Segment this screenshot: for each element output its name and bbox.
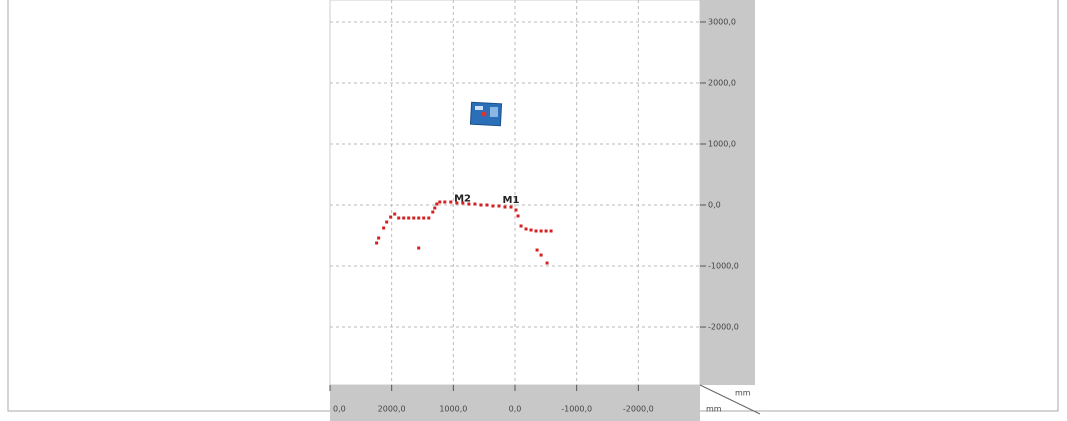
scan-point	[491, 204, 495, 208]
scan-point	[479, 203, 483, 207]
scan-point	[385, 220, 389, 224]
y-tick-label: 2000,0	[708, 78, 736, 87]
scan-point	[407, 216, 411, 220]
scan-point	[422, 216, 426, 220]
scan-point	[516, 214, 520, 218]
scan-point	[433, 206, 437, 210]
sensor-icon	[469, 101, 503, 127]
scan-point	[534, 229, 538, 233]
y-tick-label: 0,0	[708, 201, 721, 210]
y-axis-strip	[700, 0, 755, 385]
scan-point	[461, 201, 465, 205]
scan-point	[389, 215, 393, 219]
x-tick-label: -1000,0	[561, 405, 592, 414]
scan-point	[382, 226, 386, 230]
scan-point	[544, 229, 548, 233]
scan-point	[467, 202, 471, 206]
x-tick-label: 0,0	[333, 405, 346, 414]
x-axis-unit: mm	[706, 405, 722, 414]
scan-point	[485, 203, 489, 207]
x-tick-label: 0,0	[509, 405, 522, 414]
scan-point	[514, 208, 518, 212]
scan-point	[539, 229, 543, 233]
scan-point	[535, 248, 539, 252]
scan-point	[438, 200, 442, 204]
scan-point	[545, 261, 549, 265]
scan-point	[443, 200, 447, 204]
scan-point	[377, 236, 381, 240]
scan-point	[529, 228, 533, 232]
marker-label: M1	[503, 195, 520, 206]
x-tick-label: -2000,0	[623, 405, 654, 414]
scan-point	[412, 216, 416, 220]
scan-point	[509, 205, 513, 209]
scan-point	[519, 224, 523, 228]
scan-point	[497, 204, 501, 208]
scan-point	[375, 241, 379, 245]
scan-point	[397, 216, 401, 220]
y-tick-label: -1000,0	[708, 262, 739, 271]
corner-line	[699, 384, 761, 415]
scan-point	[402, 216, 406, 220]
scan-point	[449, 200, 453, 204]
y-tick-label: 3000,0	[708, 17, 736, 26]
y-tick-label: -2000,0	[708, 323, 739, 332]
scan-point	[427, 216, 431, 220]
y-tick-label: 1000,0	[708, 139, 736, 148]
marker-label: M2	[454, 193, 471, 204]
scan-point	[417, 216, 421, 220]
y-axis-unit: mm	[735, 389, 751, 398]
scan-point	[435, 202, 439, 206]
x-tick-label: 1000,0	[439, 405, 467, 414]
scan-point	[431, 210, 435, 214]
x-tick-label: 2000,0	[378, 405, 406, 414]
scan-point	[393, 212, 397, 216]
scan-point	[549, 229, 553, 233]
scan-point	[524, 227, 528, 231]
scan-point	[473, 202, 477, 206]
scan-point	[455, 201, 459, 205]
scan-point	[539, 253, 543, 257]
scan-point	[503, 205, 507, 209]
scan-point	[417, 246, 421, 250]
